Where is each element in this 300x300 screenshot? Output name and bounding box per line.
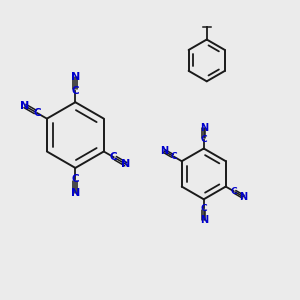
Text: N: N: [20, 101, 29, 111]
Text: N: N: [200, 214, 208, 225]
Text: N: N: [200, 123, 208, 133]
Text: C: C: [171, 152, 177, 161]
Text: N: N: [71, 188, 80, 198]
Text: N: N: [239, 192, 247, 202]
Text: C: C: [200, 135, 207, 144]
Text: C: C: [33, 108, 41, 118]
Text: C: C: [71, 86, 79, 96]
Text: C: C: [71, 174, 79, 184]
Text: C: C: [230, 187, 237, 196]
Text: C: C: [200, 204, 207, 213]
Text: C: C: [110, 152, 117, 162]
Text: N: N: [71, 72, 80, 82]
Text: N: N: [160, 146, 168, 156]
Text: N: N: [121, 159, 130, 169]
